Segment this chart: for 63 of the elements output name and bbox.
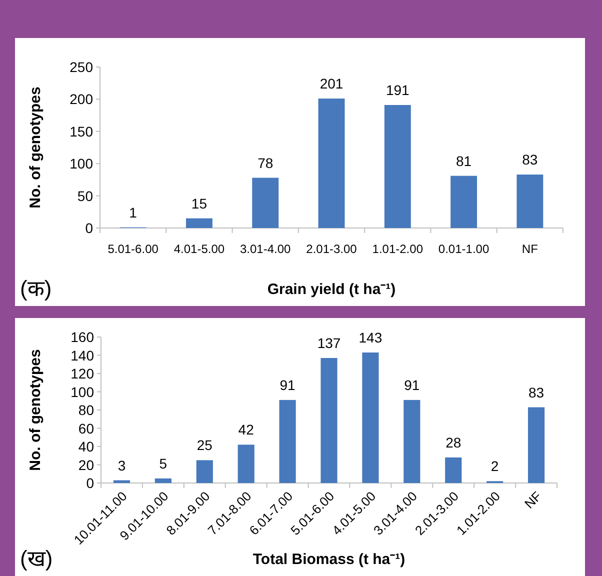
data-label: 91 — [404, 376, 420, 393]
y-tick-label: 140 — [70, 347, 94, 364]
data-label: 15 — [191, 195, 208, 212]
y-tick-label: 60 — [78, 420, 94, 436]
y-tick-label: 40 — [78, 438, 94, 454]
data-label: 83 — [522, 152, 538, 168]
y-tick-label: 160 — [70, 329, 94, 345]
y-tick-label: 0 — [86, 475, 94, 491]
bar — [252, 178, 279, 228]
y-tick-label: 120 — [70, 366, 94, 382]
data-label: 137 — [317, 334, 341, 351]
bar — [238, 444, 254, 483]
bar — [404, 400, 420, 483]
x-tick-label: 1.01-2.00 — [372, 242, 424, 256]
x-axis-title: Total Biomass (t ha⁻¹) — [252, 551, 406, 568]
x-tick-label: 2.01-3.00 — [306, 242, 358, 256]
data-label: 5 — [159, 455, 168, 472]
bar — [154, 478, 172, 483]
bar — [362, 352, 379, 483]
data-label: 191 — [386, 82, 410, 98]
data-label: 78 — [258, 154, 274, 171]
y-tick-label: 100 — [70, 384, 94, 400]
text: (ख) — [20, 546, 53, 571]
bar — [450, 176, 478, 228]
bar — [445, 457, 462, 483]
data-label: 3 — [118, 457, 126, 474]
x-tick-label: NF — [522, 242, 538, 256]
data-label: 42 — [238, 422, 254, 438]
y-tick-label: 250 — [70, 59, 94, 75]
y-axis-title: No. of genotypes — [27, 86, 44, 208]
y-tick-label: 80 — [78, 402, 94, 418]
x-tick-label: 4.01-5.00 — [174, 242, 225, 256]
bar — [196, 460, 213, 483]
y-tick-label: 100 — [70, 156, 94, 172]
bar — [279, 400, 296, 483]
data-label: 1 — [129, 204, 138, 220]
data-label: 201 — [320, 76, 344, 92]
bar — [113, 480, 130, 483]
data-label: 25 — [196, 437, 213, 454]
bar — [186, 218, 212, 228]
data-label: 143 — [358, 330, 382, 346]
x-tick-label: NF — [522, 488, 544, 512]
data-label: 28 — [446, 434, 462, 450]
bar — [318, 98, 345, 228]
x-axis-title: Grain yield (t ha⁻¹) — [267, 281, 396, 298]
text: (क) — [20, 276, 52, 301]
y-tick-label: 20 — [78, 456, 94, 473]
y-tick-label: 200 — [70, 91, 94, 108]
x-tick-label: 0.01-1.00 — [438, 242, 490, 256]
y-tick-label: 50 — [77, 188, 94, 204]
data-label: 2 — [490, 458, 499, 474]
x-tick-label: 5.01-6.00 — [108, 242, 159, 256]
y-axis-title: No. of genotypes — [27, 349, 44, 471]
bar — [320, 358, 338, 483]
data-label: 91 — [280, 376, 296, 393]
bar — [384, 104, 411, 228]
x-tick-label: 3.01-4.00 — [240, 242, 292, 256]
bar — [528, 407, 545, 483]
data-label: 81 — [456, 152, 472, 169]
y-tick-label: 0 — [85, 220, 94, 236]
data-label: 83 — [528, 384, 544, 400]
bar — [516, 174, 544, 228]
y-tick-label: 150 — [70, 123, 94, 140]
